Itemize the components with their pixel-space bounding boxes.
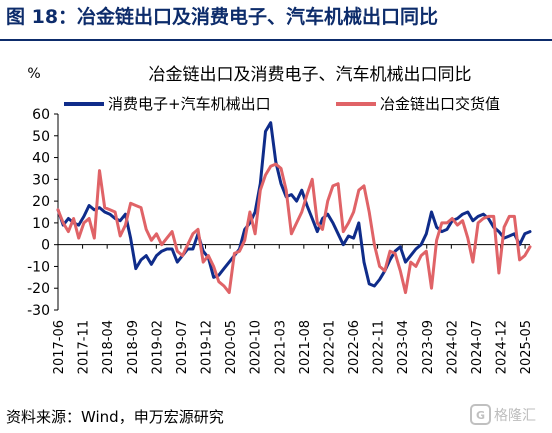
y-tick-label: 50 — [32, 129, 50, 145]
series-line-electronics — [56, 121, 532, 288]
y-tick-label: 60 — [32, 107, 50, 123]
y-tick-label: 0 — [41, 238, 50, 254]
x-tick-label: 2019-02 — [150, 320, 165, 374]
figure-title: 图 18：冶金链出口及消费电子、汽车机械出口同比 — [0, 0, 552, 41]
watermark-icon — [470, 404, 491, 425]
y-tick-label: 10 — [32, 216, 50, 232]
y-tick-label: 20 — [32, 194, 50, 210]
source-note: 资料来源：Wind，申万宏源研究 — [6, 408, 224, 426]
chart-title: 冶金链出口及消费电子、汽车机械出口同比 — [149, 65, 472, 85]
y-tick-label: 30 — [32, 172, 50, 188]
legend-label-electronics: 消费电子+汽车机械出口 — [108, 95, 271, 113]
x-tick-label: 2020-05 — [224, 320, 239, 374]
x-tick-label: 2021-03 — [273, 320, 288, 374]
x-tick-label: 2021-08 — [298, 320, 313, 374]
legend: 消费电子+汽车机械出口 冶金链出口交货值 — [64, 95, 500, 113]
x-tick-label: 2024-12 — [495, 320, 510, 374]
x-tick-label: 2022-01 — [322, 320, 337, 374]
x-tick-label: 2019-12 — [200, 320, 215, 374]
x-tick-label: 2019-07 — [175, 320, 190, 374]
watermark-text: 格隆汇 — [494, 408, 536, 424]
x-tick-label: 2023-09 — [421, 320, 436, 374]
x-tick-label: 2022-11 — [372, 320, 387, 374]
x-tick-label: 2017-06 — [52, 320, 67, 374]
y-axis: -30 -20 -10 0 10 20 30 40 50 60 — [27, 107, 59, 319]
x-tick-label: 2022-06 — [347, 320, 362, 374]
x-tick-label: 2020-10 — [249, 320, 264, 374]
svg-text:G: G — [476, 409, 485, 422]
x-axis: 2017-06 2017-11 2018-04 2018-09 2019-02 2019-… — [52, 244, 534, 374]
x-tick-label: 2024-07 — [470, 320, 485, 374]
series-layer — [56, 121, 532, 295]
y-tick-label: -30 — [27, 303, 50, 319]
x-tick-label: 2017-11 — [77, 320, 92, 374]
x-tick-label: 2025-05 — [519, 320, 534, 374]
series-line-metallurgy — [56, 162, 532, 295]
y-tick-label: -20 — [27, 281, 50, 297]
y-axis-unit: % — [27, 66, 40, 82]
x-tick-label: 2023-04 — [396, 320, 411, 374]
watermark-logo: G 格隆汇 — [470, 402, 546, 428]
legend-label-metallurgy: 冶金链出口交货值 — [380, 95, 500, 113]
x-tick-label: 2018-09 — [126, 320, 141, 374]
y-tick-label: -10 — [27, 259, 50, 275]
y-tick-label: 40 — [32, 151, 50, 167]
x-tick-label: 2018-04 — [101, 320, 116, 374]
x-tick-label: 2024-02 — [445, 320, 460, 374]
